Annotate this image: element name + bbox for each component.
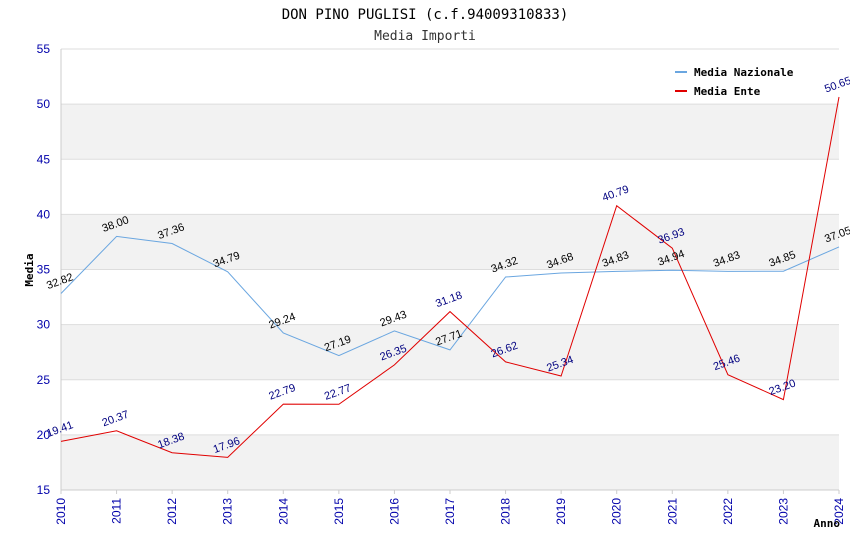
x-tick-label: 2017 xyxy=(443,498,457,525)
plot-band xyxy=(61,159,839,215)
y-tick-label: 35 xyxy=(37,263,51,277)
x-tick-label: 2014 xyxy=(276,498,290,525)
series-lines xyxy=(60,96,840,458)
y-axis-ticks: 15 20 25 30 35 40 45 50 55 xyxy=(37,42,51,497)
y-tick-label: 40 xyxy=(37,207,51,221)
legend-box xyxy=(669,59,810,101)
x-tick-label: 2024 xyxy=(832,498,846,525)
plot-background xyxy=(61,49,839,490)
y-tick-label: 20 xyxy=(37,428,51,442)
x-tick-label: 2020 xyxy=(610,498,624,525)
x-tick-label: 2019 xyxy=(554,498,568,525)
chart-title: DON PINO PUGLISI (c.f.94009310833) xyxy=(282,7,569,23)
y-tick-label: 30 xyxy=(37,318,51,332)
y-tick-label: 45 xyxy=(37,152,51,166)
x-tick-label: 2022 xyxy=(721,498,735,525)
plot-band xyxy=(61,104,839,160)
x-tick-label: 2023 xyxy=(776,498,790,525)
x-tick-label: 2010 xyxy=(54,498,68,525)
plot-band xyxy=(61,434,839,490)
plot-band xyxy=(61,324,839,380)
x-tick-label: 2012 xyxy=(165,498,179,525)
y-tick-label: 15 xyxy=(37,483,51,497)
legend: Media Nazionale Media Ente xyxy=(669,59,810,101)
x-axis-title: Anno xyxy=(814,517,841,530)
series-line-media-ente xyxy=(60,96,840,458)
y-tick-label: 55 xyxy=(37,42,51,56)
plot-band xyxy=(61,379,839,435)
legend-label: Media Nazionale xyxy=(694,66,794,79)
legend-label: Media Ente xyxy=(694,85,761,98)
x-tick-label: 2015 xyxy=(332,498,346,525)
x-tick-label: 2013 xyxy=(221,498,235,525)
y-tick-label: 50 xyxy=(37,97,51,111)
x-tick-label: 2021 xyxy=(665,498,679,525)
x-tick-label: 2011 xyxy=(110,498,124,524)
x-axis-ticks: 2010 2011 2012 2013 2014 2015 2016 2017 2018 2019… xyxy=(54,490,846,525)
y-axis-title: Media xyxy=(23,253,36,286)
plot-band xyxy=(61,214,839,270)
plot-band xyxy=(61,269,839,325)
series-line-media-nazionale xyxy=(60,235,840,357)
y-tick-label: 25 xyxy=(37,373,51,387)
x-tick-label: 2016 xyxy=(387,498,401,525)
chart-subtitle: Media Importi xyxy=(374,29,476,44)
x-tick-label: 2018 xyxy=(499,498,513,525)
